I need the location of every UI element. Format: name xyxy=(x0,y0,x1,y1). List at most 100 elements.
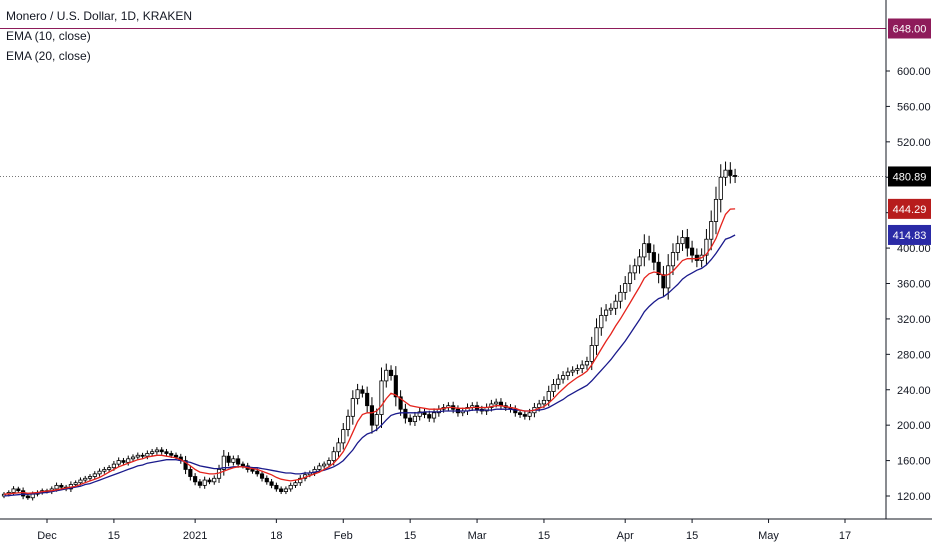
candle-body xyxy=(231,458,236,463)
candle-body xyxy=(513,408,518,414)
candle-body xyxy=(369,405,375,426)
candle xyxy=(446,402,451,411)
candle xyxy=(145,450,150,460)
legend-ema10[interactable]: EMA (10, close) xyxy=(6,29,91,43)
candle-body xyxy=(159,449,164,453)
candle xyxy=(560,371,566,384)
candle-body xyxy=(379,380,384,415)
candle xyxy=(384,363,389,388)
candle-body xyxy=(150,451,155,454)
candle-body xyxy=(517,412,523,415)
candle xyxy=(427,410,432,422)
price-tick-label: 360.00 xyxy=(897,279,931,291)
candle-body xyxy=(589,345,594,362)
high-price-tag: 648.00 xyxy=(888,18,931,39)
candle xyxy=(130,454,136,462)
candle-body xyxy=(59,484,64,488)
candle xyxy=(231,455,236,466)
time-tick-label: 15 xyxy=(404,530,416,542)
candle xyxy=(83,475,88,483)
candle xyxy=(599,307,604,336)
candle-body xyxy=(97,470,102,475)
candle xyxy=(140,452,145,459)
candle xyxy=(403,403,408,424)
candle xyxy=(661,265,666,297)
candle-body xyxy=(599,314,604,329)
legend-ema20[interactable]: EMA (20, close) xyxy=(6,49,91,63)
candle xyxy=(522,411,527,420)
legend-symbol[interactable]: Monero / U.S. Dollar, 1D, KRAKEN xyxy=(6,9,193,23)
candle xyxy=(365,386,370,413)
candle xyxy=(670,243,676,276)
time-tick-label: 17 xyxy=(839,530,851,542)
candle-body xyxy=(212,477,217,483)
candle-body xyxy=(250,469,255,472)
candle xyxy=(551,379,556,397)
ema-lines-group xyxy=(3,208,736,497)
candle-body xyxy=(551,384,556,392)
candle-body xyxy=(240,463,245,467)
candle-body xyxy=(560,375,566,380)
candle xyxy=(704,229,709,266)
candle-body xyxy=(594,327,599,346)
candle xyxy=(283,486,288,495)
candle xyxy=(197,479,202,489)
candle xyxy=(647,235,652,261)
candle xyxy=(436,405,441,417)
candle-body xyxy=(537,403,542,408)
candle xyxy=(236,455,241,468)
candle-body xyxy=(718,176,723,200)
price-tick-label: 320.00 xyxy=(897,314,931,326)
candle xyxy=(279,486,284,495)
candle-body xyxy=(298,477,303,484)
candle-body xyxy=(728,169,733,176)
candle-body xyxy=(565,371,570,376)
candle-body xyxy=(637,256,642,267)
candle-body xyxy=(226,455,231,463)
candle-body xyxy=(202,479,207,486)
candle xyxy=(121,457,126,465)
candle xyxy=(613,294,618,315)
price-tick-label: 200.00 xyxy=(897,420,931,432)
candle-body xyxy=(541,399,547,405)
candle xyxy=(666,254,671,300)
candle xyxy=(207,477,212,485)
candle-body xyxy=(116,460,121,465)
candle-body xyxy=(255,470,260,475)
candle xyxy=(1,492,7,499)
candle xyxy=(398,390,403,416)
candle xyxy=(728,162,733,184)
candle-body xyxy=(685,237,690,249)
candle xyxy=(637,249,642,274)
candle xyxy=(102,466,107,474)
candle-body xyxy=(331,451,336,461)
candle-body xyxy=(408,417,413,423)
candle xyxy=(570,366,575,377)
candle-body xyxy=(145,453,150,457)
candle xyxy=(498,398,504,410)
candle xyxy=(388,365,394,381)
chart-legend: Monero / U.S. Dollar, 1D, KRAKEN EMA (10… xyxy=(6,6,192,66)
candle xyxy=(92,471,97,480)
candle-body xyxy=(130,456,136,460)
candle-body xyxy=(398,396,403,410)
candle xyxy=(164,448,169,457)
candle xyxy=(135,452,140,460)
time-tick-label: Apr xyxy=(617,530,634,542)
candle-body xyxy=(704,238,709,256)
last-price-tag: 480.89 xyxy=(888,166,931,187)
candle-body xyxy=(345,415,351,430)
candle-body xyxy=(336,442,341,453)
time-tick-label: 2021 xyxy=(183,530,207,542)
candle xyxy=(422,408,427,419)
candle-body xyxy=(102,469,107,472)
candle-body xyxy=(575,368,580,371)
candle-body xyxy=(173,454,179,458)
candle-body xyxy=(288,484,293,490)
candle xyxy=(288,482,293,492)
ema20-value-tag: 414.83 xyxy=(888,224,931,245)
candle-body xyxy=(73,482,78,485)
candle xyxy=(718,164,723,213)
